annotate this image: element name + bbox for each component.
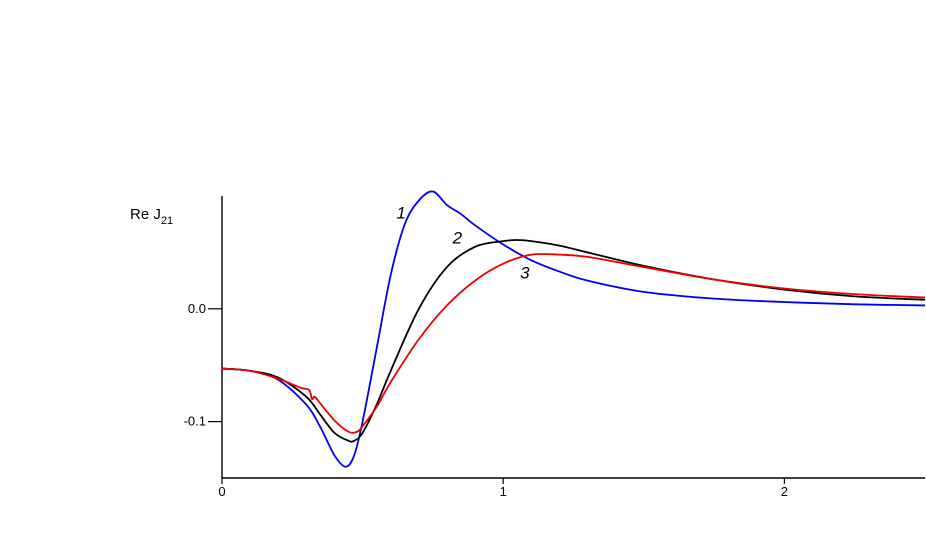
- y-axis-label-subscript: 21: [161, 215, 173, 227]
- series-3-line: [221, 252, 926, 434]
- x-tick-label: 0: [218, 484, 225, 499]
- curve-label-2: 2: [452, 228, 463, 247]
- y-axis-label: Re J21: [130, 206, 173, 227]
- series-1-line: [221, 190, 926, 468]
- y-tick-label: -0.1: [184, 414, 206, 429]
- curve-label-3: 3: [520, 263, 530, 282]
- curve-label-1: 1: [396, 204, 405, 223]
- y-axis-label-main: Re J: [130, 206, 161, 223]
- y-tick-label: 0.0: [188, 301, 206, 316]
- curve-labels: 1 2 3: [396, 204, 530, 283]
- x-tick-label: 1: [500, 484, 507, 499]
- series-group: [221, 190, 926, 468]
- ticks: 0 1 2 0.0 -0.1: [184, 301, 788, 499]
- axes: [221, 196, 925, 479]
- x-tick-label: 2: [781, 484, 788, 499]
